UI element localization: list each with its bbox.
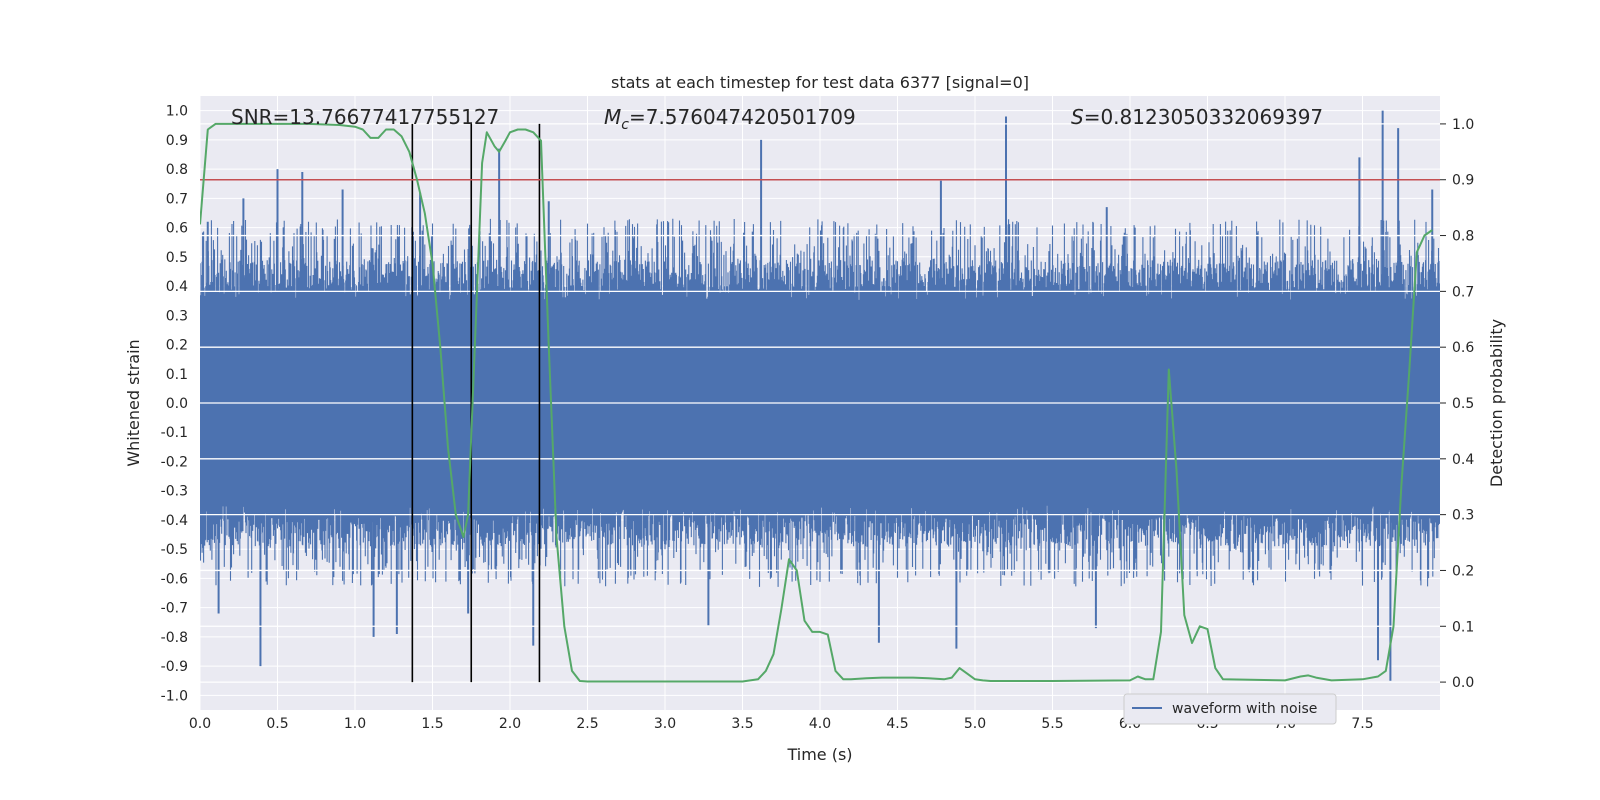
y-left-tick-label-14: -0.4 (161, 513, 188, 529)
y-left-tick-label-20: -1.0 (161, 688, 188, 704)
x-tick-label-10: 5.0 (964, 716, 986, 732)
s-annotation: S=0.8123050332069397 (1071, 105, 1323, 129)
y-right-tick-label-8: 0.2 (1452, 563, 1474, 579)
mc-subscript: c (621, 117, 629, 133)
y-right-tick-label-1: 0.9 (1452, 173, 1474, 189)
s-symbol: S (1071, 105, 1084, 129)
y-right-tick-label-3: 0.7 (1452, 284, 1474, 300)
y-left-tick-label-8: 0.2 (166, 338, 188, 354)
x-tick-label-8: 4.0 (809, 716, 831, 732)
x-tick-label-0: 0.0 (189, 716, 211, 732)
x-tick-label-6: 3.0 (654, 716, 676, 732)
legend-entry-waveform: waveform with noise (1172, 701, 1317, 717)
y-right-tick-label-5: 0.5 (1452, 396, 1474, 412)
y-left-tick-label-4: 0.6 (166, 221, 188, 237)
y-right-tick-label-6: 0.4 (1452, 452, 1474, 468)
y-left-tick-label-16: -0.6 (161, 571, 188, 587)
detection-probability-line (200, 122, 1433, 683)
x-tick-label-15: 7.5 (1351, 716, 1373, 732)
x-tick-label-5: 2.5 (576, 716, 598, 732)
y-right-tick-label-9: 0.1 (1452, 619, 1474, 635)
y-left-tick-label-10: 0.0 (166, 396, 188, 412)
overlay-grid (200, 123, 1440, 683)
y-axis-left-ticks: 1.0 0.9 0.8 0.7 0.6 0.5 0.4 0.3 0.2 0.1 0.0 -0.1 -0.… (161, 104, 188, 705)
y-left-tick-label-5: 0.5 (166, 250, 188, 266)
y-right-tick-label-2: 0.8 (1452, 229, 1474, 245)
snr-annotation: SNR=13.76677417755127 (231, 105, 499, 129)
x-tick-label-9: 4.5 (886, 716, 908, 732)
chart-title: stats at each timestep for test data 637… (611, 73, 1029, 92)
y-left-tick-label-6: 0.4 (166, 279, 188, 295)
y-right-tick-label-0: 1.0 (1452, 117, 1474, 133)
y-left-tick-label-19: -0.9 (161, 659, 188, 675)
y-right-tick-label-7: 0.3 (1452, 508, 1474, 524)
vertical-lines (411, 123, 541, 683)
x-tick-label-1: 0.5 (266, 716, 288, 732)
y-left-tick-label-3: 0.7 (166, 191, 188, 207)
detection-probability-series (200, 122, 1433, 683)
legend-box (1123, 693, 1337, 725)
s-value: =0.8123050332069397 (1084, 105, 1323, 129)
legend: waveform with noise (1123, 693, 1337, 725)
y-left-tick-label-1: 0.9 (166, 133, 188, 149)
y-left-tick-label-7: 0.3 (166, 308, 188, 324)
y-axis-right-label: Detection probability (1487, 319, 1506, 487)
mc-value: =7.576047420501709 (629, 105, 856, 129)
y-left-tick-label-17: -0.7 (161, 601, 188, 617)
x-tick-label-2: 1.0 (344, 716, 366, 732)
mc-annotation: Mc=7.576047420501709 (604, 105, 856, 133)
x-tick-label-4: 2.0 (499, 716, 521, 732)
y-left-tick-label-12: -0.2 (161, 454, 188, 470)
y-left-tick-label-15: -0.5 (161, 542, 188, 558)
y-left-tick-label-13: -0.3 (161, 484, 188, 500)
y-right-tick-label-10: 0.0 (1452, 675, 1474, 691)
y-left-tick-label-9: 0.1 (166, 367, 188, 383)
y-left-tick-label-0: 1.0 (166, 104, 188, 120)
y-right-tick-label-4: 0.6 (1452, 340, 1474, 356)
y-axis-right-ticks: 1.0 0.9 0.8 0.7 0.6 0.5 0.4 0.3 0.2 0.1 0.0 (1440, 117, 1474, 691)
y-axis-left-label: Whitened strain (124, 339, 143, 466)
y-left-tick-label-2: 0.8 (166, 162, 188, 178)
y-left-tick-label-18: -0.8 (161, 630, 188, 646)
x-tick-label-3: 1.5 (421, 716, 443, 732)
y-left-tick-label-11: -0.1 (161, 425, 188, 441)
mc-symbol: M (604, 105, 621, 129)
x-axis-label: Time (s) (786, 745, 852, 764)
x-tick-label-7: 3.5 (731, 716, 753, 732)
x-tick-label-11: 5.5 (1041, 716, 1063, 732)
